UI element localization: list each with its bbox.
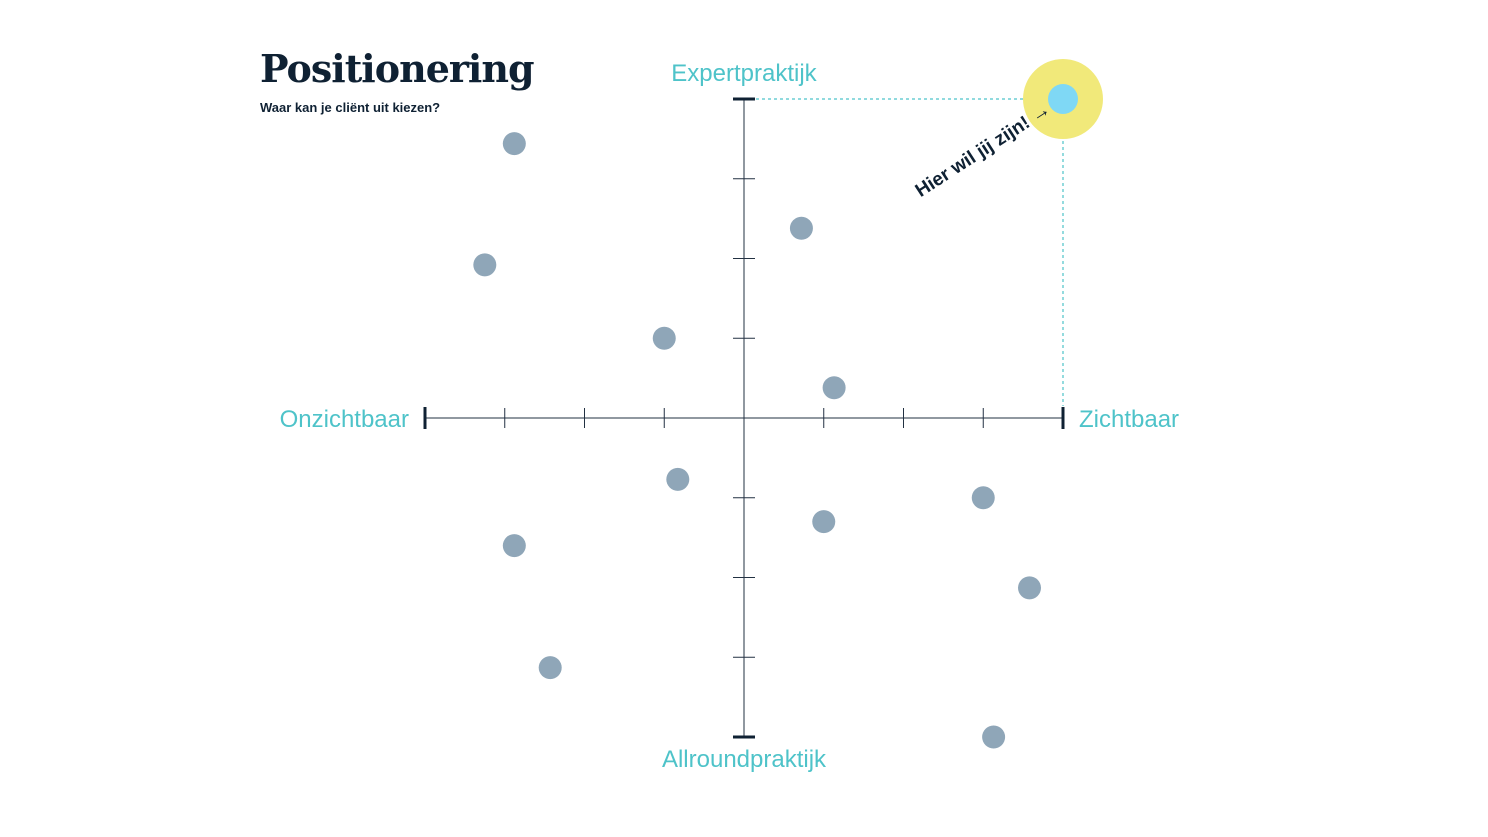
axis-label-bottom: Allroundpraktijk	[662, 746, 827, 773]
data-point	[982, 725, 1006, 749]
target-annotation: Hier wil jij zijn! →	[912, 99, 1054, 202]
page-subtitle: Waar kan je cliënt uit kiezen?	[260, 100, 441, 115]
data-point	[812, 510, 836, 534]
axis-label-right: Zichtbaar	[1079, 406, 1179, 433]
data-point	[502, 534, 526, 558]
target-point	[1048, 84, 1078, 114]
data-point	[789, 216, 813, 240]
data-point	[666, 467, 690, 491]
data-points	[473, 132, 1042, 749]
data-point	[971, 486, 995, 510]
target-marker	[1023, 59, 1103, 139]
data-point	[822, 376, 846, 400]
data-point	[652, 326, 676, 350]
axis-labels: Expertpraktijk Allroundpraktijk Onzichtb…	[280, 60, 1179, 773]
data-point	[538, 656, 562, 680]
data-point	[473, 253, 497, 277]
guide-lines	[756, 98, 1064, 406]
axis-label-left: Onzichtbaar	[280, 406, 409, 433]
data-point	[502, 132, 526, 156]
axis-label-top: Expertpraktijk	[671, 60, 817, 87]
page-title: Positionering	[260, 46, 535, 91]
data-point	[1018, 576, 1042, 600]
axes	[423, 97, 1065, 739]
